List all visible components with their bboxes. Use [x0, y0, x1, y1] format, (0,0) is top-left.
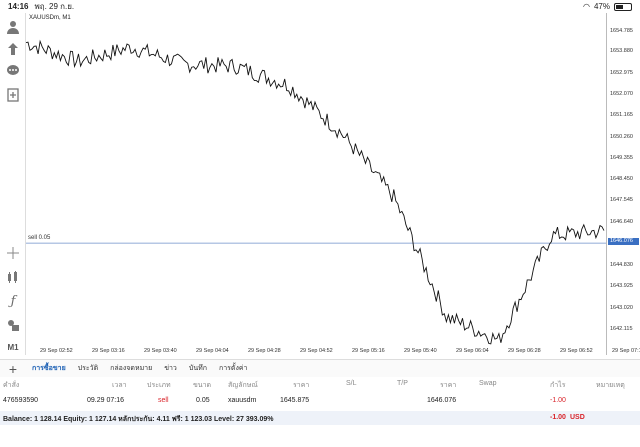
balance-profit: -1.00 [550, 414, 566, 421]
tab-trade[interactable]: การซื้อขาย [32, 365, 66, 372]
wifi-icon: ◠ [583, 2, 590, 11]
time-tick-label: 29 Sep 05:40 [404, 348, 437, 354]
date: พฤ. 29 ก.ย. [34, 2, 75, 11]
price-tick-label: 1649.355 [610, 155, 633, 161]
account-icon[interactable] [3, 17, 23, 37]
price-tick-label: 1652.070 [610, 91, 633, 97]
price-tick-label: 1653.880 [610, 48, 633, 54]
col-price: ราคา [293, 382, 310, 389]
time-tick-label: 29 Sep 06:52 [560, 348, 593, 354]
tab-journal[interactable]: บันทึก [188, 365, 207, 372]
trade-icon[interactable] [3, 39, 23, 59]
order-current-price: 1646.076 [427, 397, 457, 404]
tab-settings[interactable]: การตั้งค่า [218, 365, 248, 372]
time-tick-label: 29 Sep 03:40 [144, 348, 177, 354]
battery-percent: 47% [593, 2, 610, 11]
balance-summary: Balance: 1 128.14 Equity: 1 127.14 หลักป… [3, 416, 274, 423]
price-axis: 1654.785 1653.880 1652.975 1652.070 1651.165… [606, 13, 640, 355]
time-tick-label: 29 Sep 04:04 [196, 348, 229, 354]
objects-icon[interactable] [3, 315, 23, 335]
price-tick-label: 1650.260 [610, 134, 633, 140]
price-tick-label: 1642.115 [610, 326, 633, 332]
col-size: ขนาด [193, 382, 212, 389]
time-tick-label: 29 Sep 03:16 [92, 348, 125, 354]
price-tick-label: 1643.925 [610, 283, 633, 289]
time-tick-label: 29 Sep 05:16 [352, 348, 385, 354]
tab-mailbox[interactable]: กล่องจดหมาย [110, 365, 153, 372]
order-profit: -1.00 [550, 397, 566, 404]
col-swap: Swap [479, 380, 497, 387]
status-right: ◠ 47% [583, 2, 632, 11]
balance-currency: USD [570, 414, 585, 421]
balance-row: Balance: 1 128.14 Equity: 1 127.14 หลักป… [0, 411, 640, 425]
col-tp: T/P [397, 380, 408, 387]
chat-icon[interactable] [3, 61, 23, 81]
col-current-price: ราคา [440, 382, 457, 389]
chart-toolbar: ƒ M1 [0, 13, 26, 355]
price-tick-label: 1643.020 [610, 305, 633, 311]
col-comment: หมายเหตุ [596, 382, 625, 389]
function-icon[interactable]: ƒ [10, 293, 16, 309]
order-line-label: sell 0.05 [28, 235, 51, 241]
indicators-icon[interactable] [3, 267, 23, 287]
order-size: 0.05 [196, 397, 210, 404]
time-tick-label: 29 Sep 07:16 [612, 348, 640, 354]
order-time: 09.29 07:16 [87, 397, 124, 404]
col-type: ประเภท [147, 382, 171, 389]
price-tick-label: 1644.830 [610, 262, 633, 268]
price-tick-label: 1651.165 [610, 112, 633, 118]
time-tick-label: 29 Sep 02:52 [40, 348, 73, 354]
price-chart[interactable]: XAUUSDm, M1 sell 0.05 1654.785 1653.880 16… [26, 13, 640, 355]
price-series-line [26, 39, 605, 345]
current-price-label: 1646.076 [608, 238, 639, 245]
time-tick-label: 29 Sep 06:04 [456, 348, 489, 354]
order-price: 1645.875 [280, 397, 310, 404]
price-tick-label: 1654.785 [610, 28, 633, 34]
time-tick-label: 29 Sep 04:28 [248, 348, 281, 354]
table-row[interactable]: 476593590 09.29 07:16 sell 0.05 xauusdm … [0, 395, 640, 409]
battery-icon [614, 2, 632, 11]
order-id: 476593590 [3, 397, 39, 404]
time-axis: 29 Sep 02:52 29 Sep 03:16 29 Sep 03:40 29 S… [26, 348, 640, 358]
chart-plot[interactable] [26, 13, 606, 355]
add-chart-icon[interactable] [3, 85, 23, 105]
tab-history[interactable]: ประวัติ [77, 365, 99, 372]
clock: 14:16 [8, 2, 29, 11]
time-tick-label: 29 Sep 06:28 [508, 348, 541, 354]
add-icon[interactable]: + [8, 360, 18, 377]
col-order: คำสั่ง [3, 382, 20, 389]
table-header: คำสั่ง เวลา ประเภท ขนาด สัญลักษณ์ ราคา S… [0, 378, 640, 392]
tab-news[interactable]: ข่าว [164, 365, 177, 372]
price-tick-label: 1648.450 [610, 176, 633, 182]
status-bar: 14:16 พฤ. 29 ก.ย. ◠ 47% [0, 0, 640, 13]
price-tick-label: 1646.640 [610, 219, 633, 225]
time-tick-label: 29 Sep 04:52 [300, 348, 333, 354]
order-symbol: xauusdm [228, 397, 257, 404]
terminal-tabs: + การซื้อขาย ประวัติ กล่องจดหมาย ข่าว บั… [0, 359, 640, 377]
col-time: เวลา [112, 382, 127, 389]
crosshair-icon[interactable] [3, 243, 23, 263]
price-tick-label: 1652.975 [610, 70, 633, 76]
order-type: sell [158, 397, 169, 404]
col-sl: S/L [346, 380, 357, 387]
timeframe-button[interactable]: M1 [7, 342, 19, 352]
col-profit: กำไร [550, 382, 566, 389]
price-tick-label: 1647.545 [610, 197, 633, 203]
chart-title: XAUUSDm, M1 [29, 15, 71, 21]
col-symbol: สัญลักษณ์ [228, 382, 258, 389]
